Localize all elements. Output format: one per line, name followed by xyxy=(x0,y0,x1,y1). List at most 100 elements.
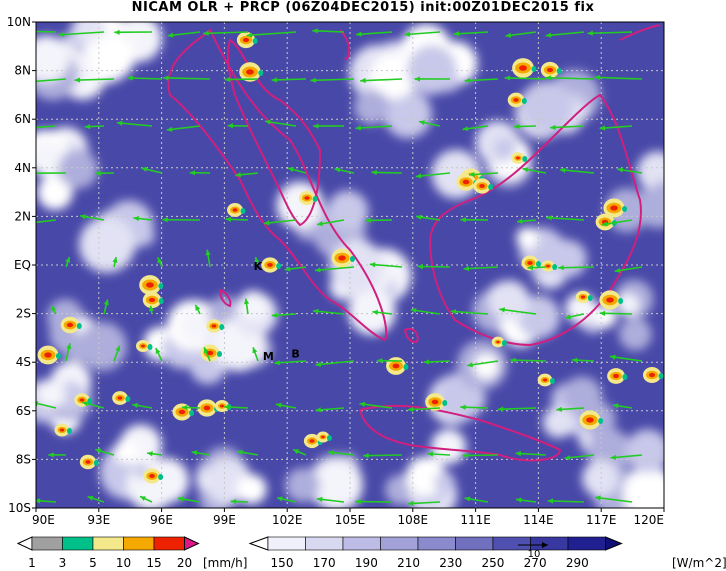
wind-arrowhead xyxy=(556,406,562,412)
lat-tick-label: 4N xyxy=(14,161,31,175)
wind-arrowhead xyxy=(408,500,414,506)
wind-arrowhead xyxy=(559,167,566,173)
rain-cell xyxy=(622,206,628,212)
cloud-patch xyxy=(617,293,640,316)
rain-cell xyxy=(522,156,528,162)
wind-arrow xyxy=(203,31,249,35)
rain-cell xyxy=(531,66,537,72)
precip-colorbar-swatch xyxy=(62,536,94,551)
wind-arrow xyxy=(559,168,595,174)
cloud-patch xyxy=(383,89,432,139)
olr-colorbar-swatch xyxy=(342,536,381,551)
rain-cell xyxy=(610,205,618,211)
wind-arrowhead xyxy=(74,77,80,83)
wind-arrowhead xyxy=(133,215,140,222)
wind-arrowhead xyxy=(467,362,473,368)
rain-cell xyxy=(326,435,332,441)
lon-tick-label: 96E xyxy=(150,513,173,527)
wind-arrow xyxy=(359,402,393,409)
wind-arrowhead xyxy=(21,80,27,85)
wind-arrowhead xyxy=(271,312,278,318)
rain-cell xyxy=(521,98,527,104)
lon-tick-label: 120E xyxy=(634,513,665,527)
station-marker-m: M xyxy=(263,350,274,363)
wind-arrowhead xyxy=(181,404,188,411)
wind-arrowhead xyxy=(203,347,209,354)
rain-cell xyxy=(648,372,656,378)
wind-arrowhead xyxy=(546,215,552,221)
rain-cell xyxy=(148,297,156,303)
wind-arrowhead xyxy=(82,401,89,407)
wind-arrowhead xyxy=(95,448,102,454)
wind-arrowhead xyxy=(116,120,123,126)
rain-cell xyxy=(431,399,439,405)
wind-arrowhead xyxy=(460,217,466,223)
olr-colorbar-swatch xyxy=(492,536,531,551)
cloud-patch xyxy=(329,239,384,294)
lon-tick-label: 114E xyxy=(523,513,554,527)
rain-cell xyxy=(496,340,500,344)
precip-colorbar-swatch xyxy=(123,536,155,551)
wind-arrow xyxy=(36,219,57,224)
wind-arrowhead xyxy=(464,77,471,84)
lat-tick-label: 2N xyxy=(14,209,31,223)
rain-cell xyxy=(219,324,225,330)
rain-cell xyxy=(178,409,186,415)
rain-cell xyxy=(556,68,562,74)
lon-tick-label: 108E xyxy=(398,513,429,527)
rain-cell xyxy=(580,295,586,299)
java-coast xyxy=(358,404,562,462)
lon-tick-label: 105E xyxy=(335,513,366,527)
wind-arrowhead xyxy=(414,76,420,82)
wind-arrowhead xyxy=(166,126,173,132)
wind-arrow xyxy=(310,78,355,82)
lon-tick-label: 99E xyxy=(213,513,236,527)
wind-arrow xyxy=(74,78,115,81)
olr-colorbar-label: 270 xyxy=(524,556,547,570)
rain-cell xyxy=(93,460,99,466)
lon-tick-label: 102E xyxy=(272,513,303,527)
wind-arrowhead xyxy=(499,307,505,313)
lon-tick-label: 117E xyxy=(586,513,617,527)
precip-colorbar: 1 3 5 10 15 20 [mm/h] xyxy=(16,536,247,570)
station-markers: K M B xyxy=(254,260,300,363)
wind-vectors xyxy=(21,28,643,506)
wind-arrow xyxy=(36,125,57,129)
wind-arrow xyxy=(599,125,633,130)
rain-cell xyxy=(267,263,273,267)
wind-arrowhead xyxy=(127,75,133,81)
wind-arrowhead xyxy=(610,454,617,460)
wind-arrowhead xyxy=(462,452,469,459)
lon-tick-label: 111E xyxy=(460,513,491,527)
cloud-patch xyxy=(431,429,467,465)
precip-colorbar-over xyxy=(184,536,200,551)
wind-arrow xyxy=(127,77,163,80)
wind-arrowhead xyxy=(522,167,529,173)
cloud-patch xyxy=(179,309,213,343)
wind-arrowhead xyxy=(595,495,601,501)
rain-cell xyxy=(55,353,61,359)
wind-arrowhead xyxy=(148,305,155,312)
wind-arrowhead xyxy=(313,123,319,129)
rain-cell xyxy=(349,256,355,262)
precip-unit: [mm/h] xyxy=(203,556,247,570)
wind-arrowhead xyxy=(205,249,211,256)
wind-arrowhead xyxy=(505,32,512,38)
olr-unit: [W/m^2] xyxy=(672,556,726,570)
wind-arrowhead xyxy=(419,120,425,126)
wind-arrowhead xyxy=(225,216,232,223)
wind-arrowhead xyxy=(58,31,65,38)
rain-cell xyxy=(312,196,318,202)
wind-arrowhead xyxy=(516,218,523,224)
wind-arrowhead xyxy=(65,256,71,263)
wind-arrowhead xyxy=(163,75,169,81)
precip-colorbar-label: 1 xyxy=(28,556,36,570)
wind-arrowhead xyxy=(162,217,168,223)
wind-arrow xyxy=(363,454,403,457)
wind-arrowhead xyxy=(189,170,196,176)
wind-arrow xyxy=(547,500,585,503)
wind-arrowhead xyxy=(545,32,552,38)
rain-cell xyxy=(488,184,494,190)
wind-arrowhead xyxy=(417,263,423,270)
